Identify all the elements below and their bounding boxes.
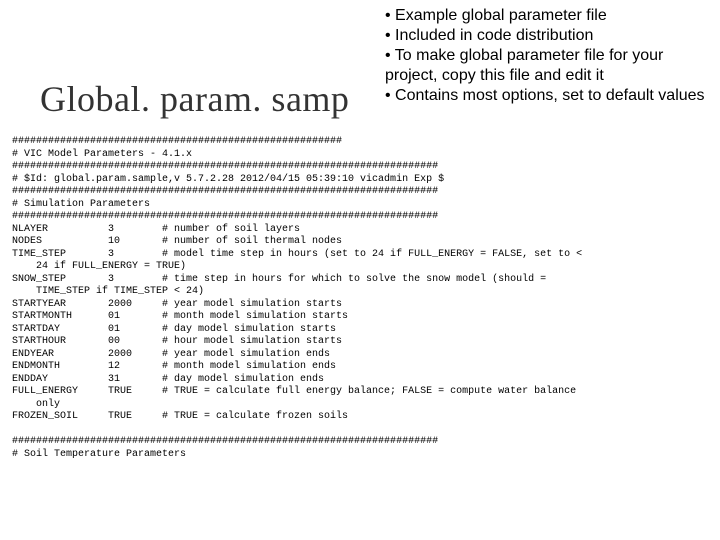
bullet-item: Included in code distribution [385, 26, 710, 46]
page-title: Global. param. samp [40, 78, 349, 120]
bullet-item: Example global parameter file [385, 6, 710, 26]
bullet-item: Contains most options, set to default va… [385, 86, 710, 106]
bullet-item: To make global parameter file for your p… [385, 46, 710, 86]
bullet-list: Example global parameter file Included i… [385, 6, 710, 106]
code-block: ########################################… [12, 136, 712, 461]
